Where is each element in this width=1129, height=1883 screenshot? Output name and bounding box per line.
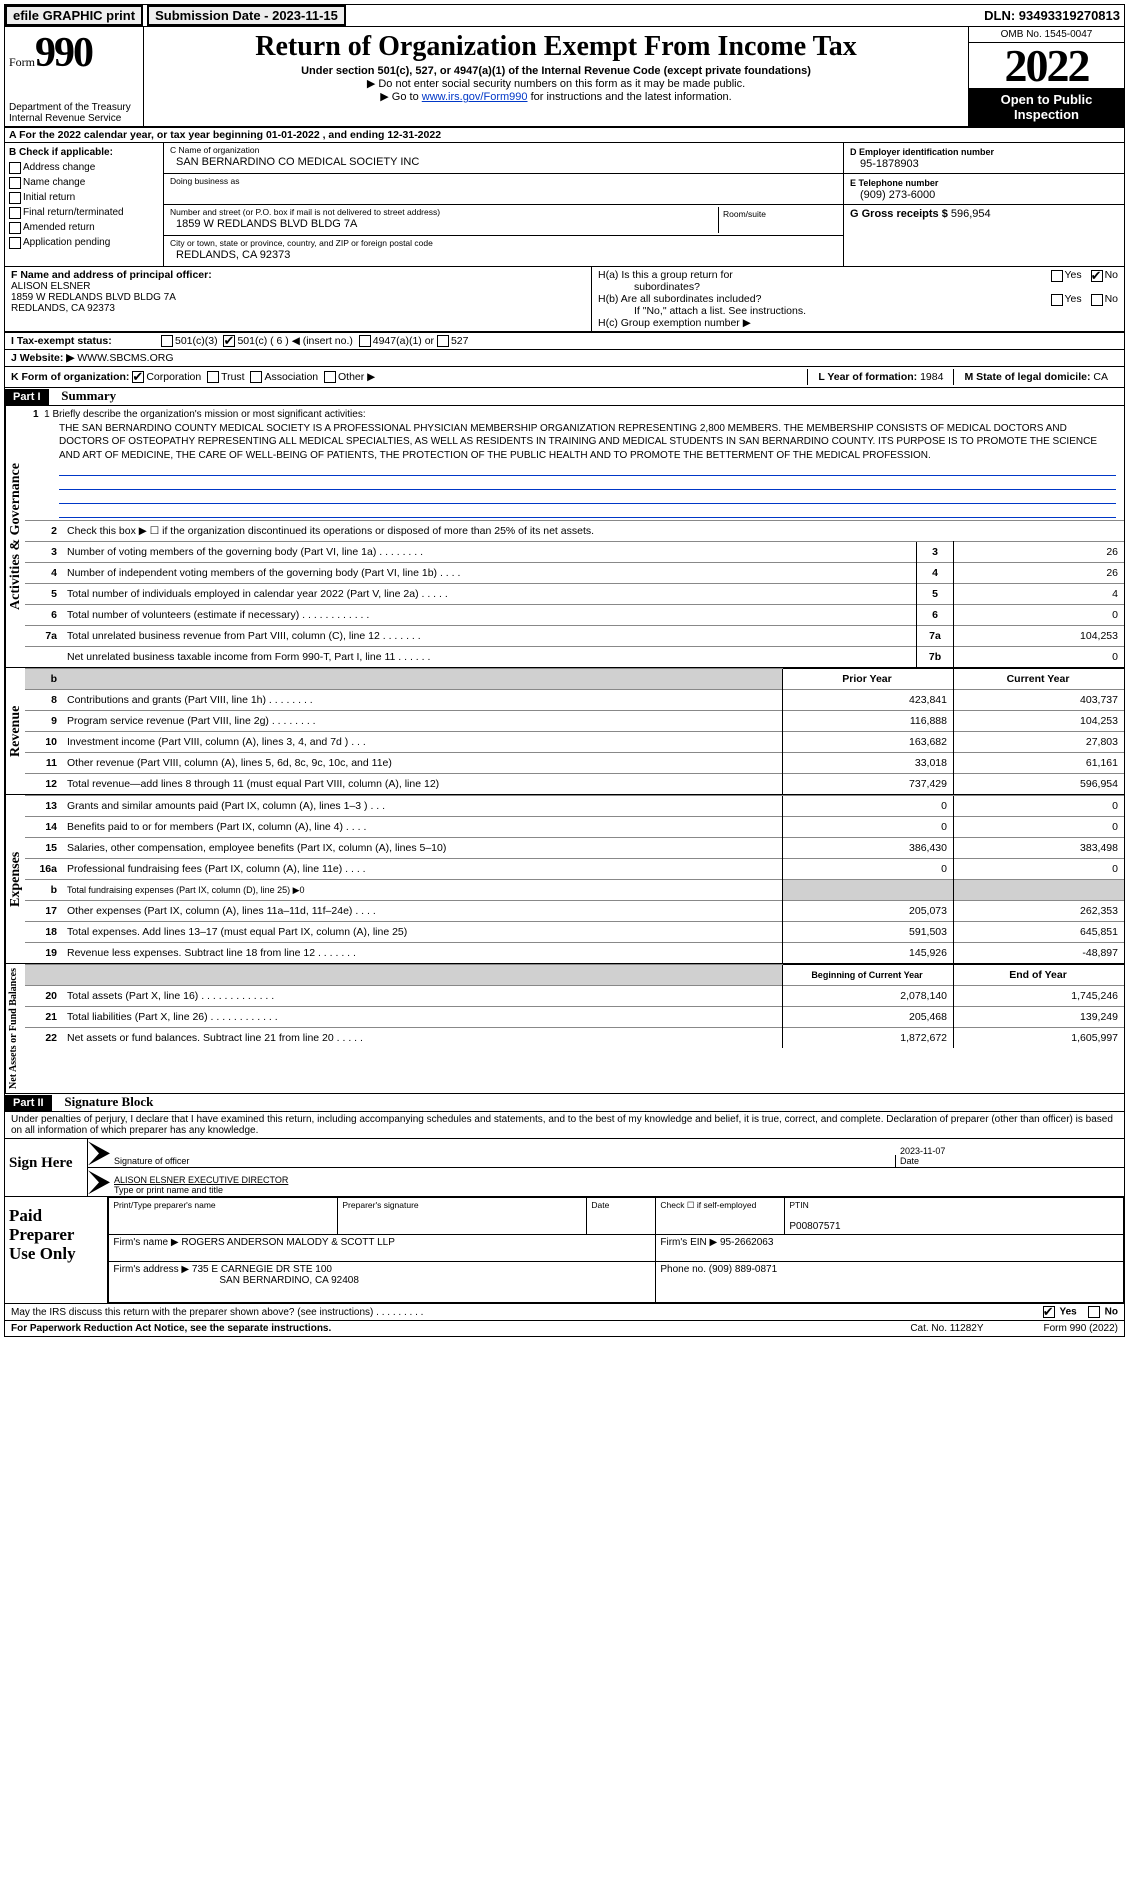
vtab-revenue: Revenue [5,668,25,794]
501c-checkbox[interactable] [223,335,235,347]
sign-date: 2023-11-07 [900,1146,945,1156]
amended-return-checkbox[interactable] [9,222,21,234]
line-k-l-m: K Form of organization: Corporation Trus… [5,367,1124,388]
ha-no-checkbox[interactable] [1091,270,1103,282]
arrow-icon [88,1141,110,1165]
sign-here-label: Sign Here [5,1139,88,1196]
final-return-checkbox[interactable] [9,207,21,219]
vtab-expenses: Expenses [5,795,25,963]
line-i-tax-exempt: I Tax-exempt status: 501(c)(3) 501(c) ( … [5,332,1124,350]
street-address: 1859 W REDLANDS BLVD BLDG 7A [170,218,718,230]
hb-yes-checkbox[interactable] [1051,294,1063,306]
discuss-yes-checkbox[interactable] [1043,1306,1055,1318]
irs-link[interactable]: www.irs.gov/Form990 [422,91,528,103]
officer-addr1: 1859 W REDLANDS BLVD BLDG 7A [11,292,585,303]
signature-declaration: Under penalties of perjury, I declare th… [5,1112,1124,1139]
section-f-h: F Name and address of principal officer:… [5,267,1124,332]
discuss-row: May the IRS discuss this return with the… [5,1304,1124,1321]
entity-info-block: B Check if applicable: Address change Na… [5,143,1124,267]
city-state-zip: REDLANDS, CA 92373 [170,249,837,261]
revenue-section: Revenue bPrior YearCurrent Year 8Contrib… [5,668,1124,795]
other-checkbox[interactable] [324,371,336,383]
discuss-no-checkbox[interactable] [1088,1306,1100,1318]
treasury-label: Department of the Treasury Internal Reve… [9,102,139,124]
officer-name: ALISON ELSNER [11,281,585,292]
section-c-name-address: C Name of organization SAN BERNARDINO CO… [164,143,843,266]
part-1-header: Part I Summary [5,388,1124,406]
501c3-checkbox[interactable] [161,335,173,347]
corp-checkbox[interactable] [132,371,144,383]
vtab-net-assets: Net Assets or Fund Balances [5,964,25,1093]
public-inspection-badge: Open to Public Inspection [969,88,1124,126]
dln-label: DLN: 93493319270813 [984,8,1124,23]
form-ref: Form 990 (2022) [1044,1323,1118,1334]
governance-table: 2Check this box ▶ ☐ if the organization … [25,520,1124,667]
paid-preparer-label: Paid Preparer Use Only [5,1197,108,1303]
ptin-value: P00807571 [789,1221,840,1232]
form-subtitle: Under section 501(c), 527, or 4947(a)(1)… [148,65,964,77]
mission-text: THE SAN BERNARDINO COUNTY MEDICAL SOCIET… [59,422,1116,463]
application-pending-checkbox[interactable] [9,237,21,249]
efile-print-button[interactable]: efile GRAPHIC print [5,5,143,26]
form-title: Return of Organization Exempt From Incom… [148,31,964,63]
tax-year: 2022 [969,43,1124,88]
form-number: Form990 [9,29,139,77]
website-value: WWW.SBCMS.ORG [77,352,173,364]
state-domicile: CA [1093,371,1108,383]
year-formation: 1984 [920,371,943,383]
website-note: ▶ Go to www.irs.gov/Form990 for instruct… [148,90,964,103]
paid-preparer-block: Paid Preparer Use Only Print/Type prepar… [5,1197,1124,1304]
trust-checkbox[interactable] [207,371,219,383]
part-2-header: Part II Signature Block [5,1094,1124,1112]
gross-receipts: 596,954 [951,208,991,220]
address-change-checkbox[interactable] [9,162,21,174]
section-d-e-g: D Employer identification number 95-1878… [843,143,1124,266]
arrow-icon [88,1170,110,1194]
net-assets-section: Net Assets or Fund Balances Beginning of… [5,964,1124,1094]
officer-addr2: REDLANDS, CA 92373 [11,303,585,314]
firm-addr: 735 E CARNEGIE DR STE 100 [192,1264,332,1275]
footer-row: For Paperwork Reduction Act Notice, see … [5,1321,1124,1336]
activities-governance-section: Activities & Governance 1 1 Briefly desc… [5,406,1124,668]
form-header: Form990 Department of the Treasury Inter… [5,27,1124,128]
paid-preparer-table: Print/Type preparer's name Preparer's si… [108,1197,1124,1303]
mission-block: 1 1 Briefly describe the organization's … [25,406,1124,520]
section-b-checkboxes: B Check if applicable: Address change Na… [5,143,164,266]
cat-no: Cat. No. 11282Y [910,1323,983,1334]
vtab-activities: Activities & Governance [5,406,25,667]
officer-name-title: ALISON ELSNER EXECUTIVE DIRECTOR [114,1175,288,1185]
line-j-website: J Website: ▶ WWW.SBCMS.ORG [5,350,1124,367]
phone-value: (909) 273-6000 [850,189,935,201]
line-a-tax-year: A For the 2022 calendar year, or tax yea… [5,128,1124,143]
submission-date-button[interactable]: Submission Date - 2023-11-15 [147,5,346,26]
firm-ein: 95-2662063 [720,1237,773,1248]
org-name: SAN BERNARDINO CO MEDICAL SOCIETY INC [170,156,837,168]
527-checkbox[interactable] [437,335,449,347]
expenses-table: 13Grants and similar amounts paid (Part … [25,795,1124,963]
ssn-note: ▶ Do not enter social security numbers o… [148,77,964,90]
ha-yes-checkbox[interactable] [1051,270,1063,282]
efile-header: efile GRAPHIC print Submission Date - 20… [5,5,1124,27]
assoc-checkbox[interactable] [250,371,262,383]
firm-phone: (909) 889-0871 [709,1264,777,1275]
4947a1-checkbox[interactable] [359,335,371,347]
firm-name: ROGERS ANDERSON MALODY & SCOTT LLP [181,1237,395,1248]
name-change-checkbox[interactable] [9,177,21,189]
revenue-table: bPrior YearCurrent Year 8Contributions a… [25,668,1124,794]
net-assets-table: Beginning of Current YearEnd of Year 20T… [25,964,1124,1048]
hb-no-checkbox[interactable] [1091,294,1103,306]
sign-here-block: Sign Here Signature of officer 2023-11-0… [5,1139,1124,1197]
expenses-section: Expenses 13Grants and similar amounts pa… [5,795,1124,964]
ein-value: 95-1878903 [850,158,919,170]
initial-return-checkbox[interactable] [9,192,21,204]
form-990-page: efile GRAPHIC print Submission Date - 20… [4,4,1125,1337]
